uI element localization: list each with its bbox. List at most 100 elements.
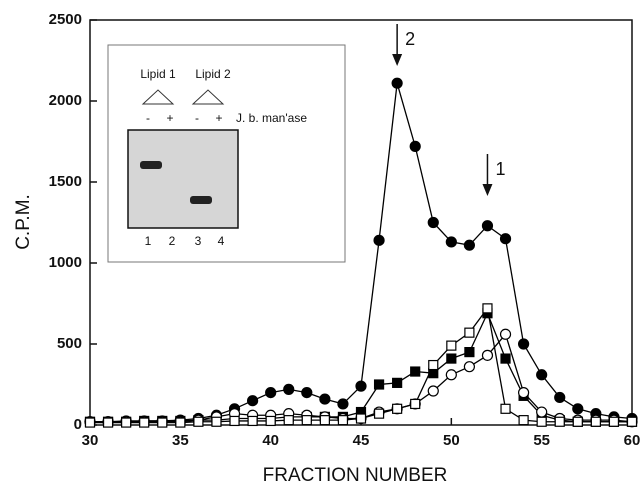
data-point [428,386,438,396]
data-point [519,388,529,398]
data-point [375,380,384,389]
data-point [393,378,402,387]
data-point [194,417,203,426]
data-point [284,416,293,425]
gel-band [140,161,162,169]
data-point [302,416,311,425]
gel-image [128,130,238,228]
inset-lane-label: 2 [169,234,176,248]
x-tick-label: 50 [443,432,460,449]
data-point [519,339,529,349]
data-point [122,418,131,427]
data-point [537,417,546,426]
data-point [212,417,221,426]
data-point [176,418,185,427]
y-tick-label: 500 [57,335,82,352]
gel-band [190,196,212,204]
data-point [410,141,420,151]
inset-group-label: Lipid 1 [140,67,176,81]
data-point [393,404,402,413]
data-point [482,350,492,360]
data-point [302,388,312,398]
y-tick-label: 1500 [49,173,82,190]
y-tick-label: 1000 [49,254,82,271]
data-point [464,362,474,372]
data-point [266,388,276,398]
data-point [573,404,583,414]
data-point [357,414,366,423]
data-point [140,418,149,427]
data-point [356,381,366,391]
x-tick-label: 30 [82,432,99,449]
inset-enzyme-label: J. b. man'ase [236,111,307,125]
inset-lane-label: 3 [195,234,202,248]
data-point [501,329,511,339]
data-point [464,240,474,250]
annotation-arrowhead [392,54,402,66]
data-point [284,384,294,394]
data-point [628,417,637,426]
data-point [446,370,456,380]
x-tick-label: 35 [172,432,189,449]
y-tick-label: 2500 [49,11,82,28]
data-point [501,354,510,363]
data-point [537,370,547,380]
annotation-label: 2 [405,29,415,49]
data-point [447,354,456,363]
data-point [104,418,113,427]
inset-sign: + [166,111,173,125]
inset-group-label: Lipid 2 [195,67,231,81]
data-point [392,78,402,88]
data-point [519,416,528,425]
annotation-arrowhead [482,184,492,196]
data-point [465,348,474,357]
data-point [338,399,348,409]
data-point [266,416,275,425]
data-point [483,304,492,313]
data-point [338,416,347,425]
data-point [482,221,492,231]
data-point [248,416,257,425]
x-tick-label: 40 [262,432,279,449]
data-point [158,418,167,427]
inset-sign: + [215,111,222,125]
y-tick-label: 0 [74,416,82,433]
chart: Lipid 1 Lipid 2 - + - + J. b. man'ase 1 … [0,0,642,489]
data-point [573,417,582,426]
inset-lane-label: 4 [218,234,225,248]
data-point [411,399,420,408]
y-tick-label: 2000 [49,92,82,109]
data-point [465,328,474,337]
data-point [428,218,438,228]
x-axis-title: FRACTION NUMBER [263,465,448,486]
x-tick-label: 55 [533,432,550,449]
data-point [537,407,547,417]
inset-sign: - [195,111,199,125]
data-point [375,409,384,418]
annotation-label: 1 [495,159,505,179]
data-point [248,396,258,406]
y-axis-title: C.P.M. [13,194,34,250]
data-point [555,392,565,402]
data-point [374,235,384,245]
data-point [591,417,600,426]
series-line [90,313,632,422]
data-point [230,416,239,425]
x-tick-label: 45 [353,432,370,449]
data-point [609,417,618,426]
inset-lane-label: 1 [145,234,152,248]
data-point [411,367,420,376]
data-point [555,417,564,426]
data-point [501,404,510,413]
data-point [320,394,330,404]
data-point [446,237,456,247]
data-point [447,341,456,350]
inset: Lipid 1 Lipid 2 - + - + J. b. man'ase 1 … [108,45,345,262]
data-point [429,361,438,370]
data-point [501,234,511,244]
x-tick-label: 60 [624,432,641,449]
data-point [86,418,95,427]
series-line [90,308,632,422]
inset-sign: - [146,111,150,125]
data-point [320,416,329,425]
